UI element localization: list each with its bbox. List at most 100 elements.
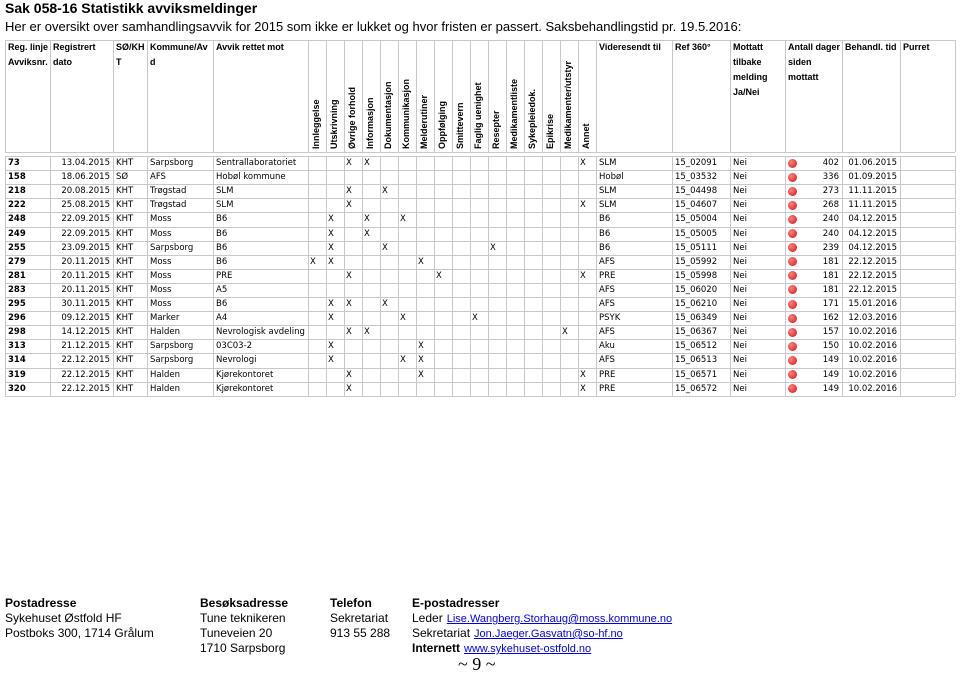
cell-videresendt: B6 xyxy=(599,214,611,225)
column-line xyxy=(672,40,673,152)
cell-behandl: 04.12.2015 xyxy=(848,214,897,225)
cell-nr: 249 xyxy=(8,228,26,239)
cell-mottatt: Nei xyxy=(733,214,747,225)
cell-avvik: A4 xyxy=(216,313,228,324)
cell-org: KHT xyxy=(116,341,134,352)
cell-kommune: Marker xyxy=(150,313,180,324)
x-mark: X xyxy=(580,369,586,380)
x-mark: X xyxy=(328,313,334,324)
cell-ref: 15_03532 xyxy=(675,172,718,183)
cell-nr: 295 xyxy=(8,299,26,309)
cell-org: KHT xyxy=(116,158,134,168)
cell-dager: 273 xyxy=(822,186,839,197)
cell-videresendt: AFS xyxy=(599,284,615,295)
cell-ref: 15_06367 xyxy=(675,327,718,338)
x-mark: X xyxy=(400,214,406,225)
cell-nr: 279 xyxy=(8,256,26,267)
page-number: ~ 9 ~ xyxy=(458,654,496,674)
x-mark: X xyxy=(346,369,352,380)
column-line xyxy=(50,40,51,152)
column-header: melding xyxy=(733,72,768,82)
column-header: Avvik rettet mot xyxy=(216,42,284,52)
column-line xyxy=(842,156,843,396)
column-header: Smittevern xyxy=(455,102,465,149)
status-dot xyxy=(788,355,797,365)
column-line xyxy=(213,40,214,152)
cell-org: KHT xyxy=(116,256,134,267)
x-mark: X xyxy=(346,200,352,211)
column-header: Informasjon xyxy=(365,97,375,149)
cell-behandl: 11.11.2015 xyxy=(848,186,897,197)
x-mark: X xyxy=(364,327,370,338)
cell-dager: 336 xyxy=(822,172,839,183)
x-mark: X xyxy=(472,313,478,324)
column-header: Epikrise xyxy=(545,113,555,149)
x-mark: X xyxy=(346,299,352,309)
x-mark: X xyxy=(328,228,334,239)
column-line xyxy=(596,40,597,152)
column-header: Melderutiner xyxy=(419,94,429,149)
cell-ref: 15_05005 xyxy=(675,228,718,239)
cell-dager: 149 xyxy=(822,355,839,366)
cell-kommune: Moss xyxy=(150,228,172,239)
column-header: Kommune/Av xyxy=(150,42,208,52)
x-mark: X xyxy=(328,299,334,309)
cell-avvik: Hobøl kommune xyxy=(216,172,286,183)
x-mark: X xyxy=(364,214,370,225)
x-mark: X xyxy=(328,355,334,366)
row-line xyxy=(5,254,955,256)
row-line xyxy=(5,395,955,397)
cell-behandl: 22.12.2015 xyxy=(848,256,897,267)
column-header: tilbake xyxy=(733,57,762,67)
column-line xyxy=(560,40,561,152)
cell-dato: 23.09.2015 xyxy=(61,242,110,253)
footer-label: Leder xyxy=(412,611,443,625)
cell-org: KHT xyxy=(116,228,134,239)
x-mark: X xyxy=(346,270,352,281)
cell-behandl: 12.03.2016 xyxy=(848,313,897,324)
column-line xyxy=(416,156,417,396)
column-header: T xyxy=(116,57,122,67)
cell-avvik: B6 xyxy=(216,242,228,253)
cell-org: KHT xyxy=(116,369,134,380)
cell-mottatt: Nei xyxy=(733,270,747,281)
status-dot xyxy=(788,172,797,182)
status-dot xyxy=(788,341,797,351)
cell-dato: 22.09.2015 xyxy=(61,228,110,239)
x-mark: X xyxy=(418,341,424,352)
row-line xyxy=(5,297,955,298)
cell-dager: 149 xyxy=(822,383,839,394)
x-mark: X xyxy=(418,355,424,366)
status-dot xyxy=(788,313,797,323)
column-header: Øvrige forhold xyxy=(347,86,357,149)
cell-avvik: B6 xyxy=(216,256,228,267)
cell-behandl: 15.01.2016 xyxy=(848,299,897,309)
cell-behandl: 01.06.2015 xyxy=(848,158,897,168)
cell-dato: 30.11.2015 xyxy=(61,299,110,309)
cell-ref: 15_06572 xyxy=(675,383,718,394)
footer-link[interactable]: www.sykehuset-ostfold.no xyxy=(464,643,592,655)
cell-dato: 22.12.2015 xyxy=(61,383,110,394)
x-mark: X xyxy=(382,242,388,253)
status-dot xyxy=(788,299,797,309)
cell-ref: 15_06513 xyxy=(675,355,718,366)
header-line xyxy=(5,40,955,41)
column-line xyxy=(5,156,6,396)
footer-link[interactable]: Jon.Jaeger.Gasvatn@so-hf.no xyxy=(474,628,623,640)
cell-dager: 268 xyxy=(822,200,839,211)
cell-dato: 20.11.2015 xyxy=(61,284,110,295)
column-header: Faglig uenighet xyxy=(473,82,483,150)
column-line xyxy=(578,156,579,396)
footer-link[interactable]: Lise.Wangberg.Storhaug@moss.kommune.no xyxy=(446,613,673,625)
row-line xyxy=(5,311,955,313)
cell-ref: 15_06020 xyxy=(675,284,718,295)
cell-kommune: Halden xyxy=(150,327,180,338)
footer-line: Leder Lise.Wangberg.Storhaug@moss.kommune… xyxy=(412,611,672,627)
column-header: Utskrivning xyxy=(329,99,339,149)
status-dot xyxy=(788,186,797,196)
column-line xyxy=(326,40,327,152)
column-header: Reg. linje xyxy=(8,42,49,52)
x-mark: X xyxy=(580,158,586,168)
column-line xyxy=(900,156,901,396)
status-dot xyxy=(788,214,797,224)
